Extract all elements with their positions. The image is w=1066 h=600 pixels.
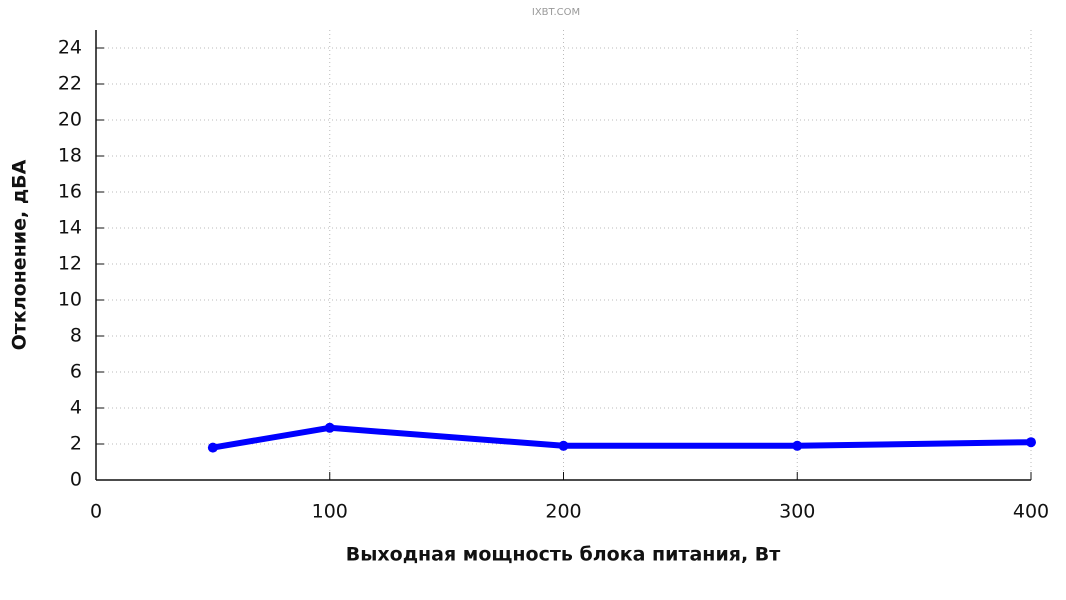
point (324, 422, 335, 433)
x-tick-label: 200 (545, 501, 581, 523)
y-tick-label: 2 (70, 433, 82, 455)
x-axis-label: Выходная мощность блока питания, Вт (346, 544, 781, 566)
x-tick-label: 400 (1013, 501, 1049, 523)
y-tick-label: 18 (58, 145, 82, 167)
y-tick-label: 4 (70, 397, 82, 419)
y-tick-label: 22 (58, 73, 82, 95)
line (212, 424, 1032, 451)
y-tick-label: 16 (58, 181, 82, 203)
y-tick-label: 6 (70, 361, 82, 383)
point (558, 440, 569, 451)
point (1026, 437, 1036, 448)
y-tick-label: 10 (58, 289, 82, 311)
y-tick-label: 20 (58, 109, 82, 131)
point (792, 440, 803, 451)
y-tick-label: 8 (70, 325, 82, 347)
y-tick-label: 12 (58, 253, 82, 275)
y-tick-label: 0 (70, 469, 82, 491)
watermark: IXBT.COM (532, 7, 580, 18)
y-tick-label: 24 (58, 37, 82, 59)
point (207, 442, 218, 453)
x-tick-label: 300 (779, 501, 815, 523)
x-tick-label: 0 (90, 501, 102, 523)
y-tick-label: 14 (58, 217, 82, 239)
y-axis-label: Отклонение, дБА (9, 159, 31, 350)
x-tick-label: 100 (312, 501, 348, 523)
